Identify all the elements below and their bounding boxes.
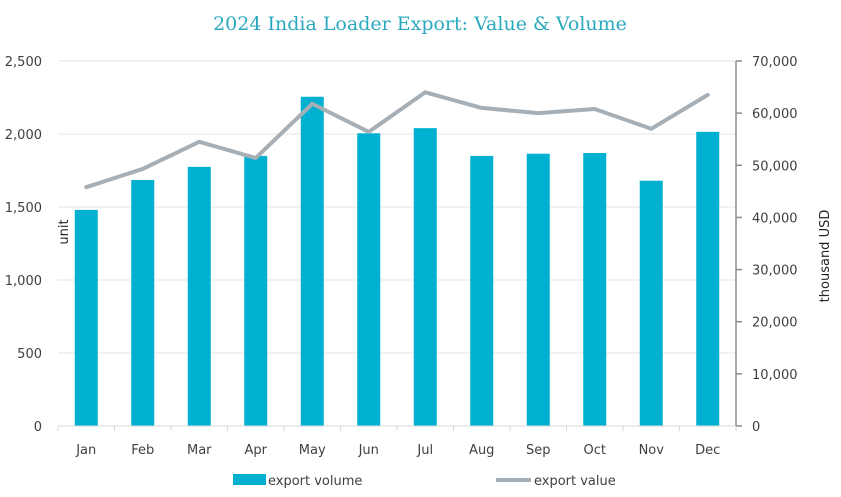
bar-aug: [470, 155, 494, 426]
bar-jan: [74, 209, 98, 426]
x-tick-label: Dec: [695, 443, 720, 458]
left-axis-title: unit: [57, 219, 72, 244]
bar-apr: [244, 155, 268, 426]
left-tick-label: 1,500: [5, 201, 42, 216]
line-series-export-value: [84, 90, 710, 190]
gridlines: [58, 60, 736, 354]
right-axis-title: thousand USD: [818, 210, 833, 303]
bar-dec: [696, 131, 720, 426]
right-tick-label: 50,000: [752, 159, 798, 174]
left-tick-label: 2,000: [5, 128, 42, 143]
legend-swatch-export-volume: [233, 474, 266, 485]
export-value-line: [84, 90, 710, 190]
bar-jul: [413, 128, 437, 426]
bar-feb: [131, 179, 155, 426]
x-tick-label: Jul: [416, 443, 433, 458]
x-tick-label: Sep: [526, 443, 551, 458]
x-axis: Jan Feb Mar Apr May Jun Jul Aug Sep Oct Nov Dec: [57, 425, 737, 458]
right-tick-label: 70,000: [752, 55, 798, 70]
chart-title: 2024 India Loader Export: Value & Volume: [213, 13, 627, 35]
legend: export volume export value: [233, 474, 616, 489]
x-tick-label: Mar: [187, 443, 212, 458]
bar-series-export-volume: [74, 96, 720, 427]
x-tick-label: Apr: [245, 443, 268, 458]
x-tick-label: Aug: [469, 443, 494, 458]
left-tick-label: 1,000: [5, 274, 42, 289]
x-tick-label: Jan: [75, 443, 96, 458]
left-y-axis: 0 500 1,000 1,500 2,000 2,500: [5, 55, 42, 435]
right-tick-label: 60,000: [752, 107, 798, 122]
legend-label-export-volume: export volume: [268, 474, 362, 489]
right-tick-label: 10,000: [752, 368, 798, 383]
right-y-axis: 0 10,000 20,000 30,000 40,000 50,000 60,000 70,…: [735, 55, 798, 435]
x-tick-label: Feb: [131, 443, 154, 458]
bar-oct: [583, 152, 607, 427]
left-tick-label: 2,500: [5, 55, 42, 70]
bar-may: [300, 96, 324, 427]
bar-sep: [526, 153, 550, 426]
left-tick-label: 500: [17, 347, 42, 362]
x-tick-label: May: [299, 443, 326, 458]
right-tick-label: 0: [752, 420, 760, 435]
legend-label-export-value: export value: [534, 474, 616, 489]
x-tick-label: Jun: [358, 443, 379, 458]
x-tick-label: Nov: [639, 443, 665, 458]
right-tick-label: 20,000: [752, 316, 798, 331]
bar-jun: [357, 133, 381, 426]
left-tick-label: 0: [34, 420, 42, 435]
bar-mar: [187, 166, 211, 426]
right-tick-label: 30,000: [752, 264, 798, 279]
right-tick-label: 40,000: [752, 211, 798, 226]
x-tick-label: Oct: [584, 443, 606, 458]
bar-nov: [639, 180, 663, 426]
